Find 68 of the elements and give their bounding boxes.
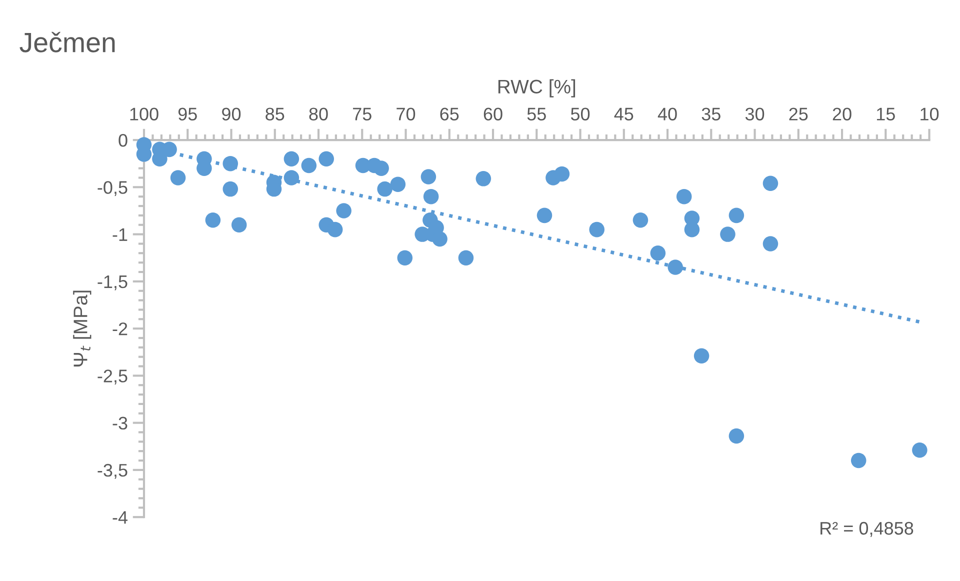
point bbox=[327, 222, 343, 238]
point bbox=[762, 176, 778, 192]
y-tick-label: -2,5 bbox=[98, 370, 128, 385]
point bbox=[728, 208, 744, 224]
x-tick-label: 45 bbox=[614, 108, 634, 120]
y-axis-title: Ψ$_{t}$ [MPa] bbox=[73, 290, 92, 366]
x-tick-label: 60 bbox=[484, 108, 502, 120]
point bbox=[650, 246, 666, 261]
point bbox=[476, 171, 492, 186]
x-tick-label: 80 bbox=[309, 108, 328, 120]
point bbox=[374, 160, 389, 176]
point bbox=[536, 208, 552, 224]
point bbox=[170, 170, 186, 186]
x-tick-label: 40 bbox=[658, 108, 677, 120]
y-tick-label: -1,5 bbox=[98, 276, 128, 290]
point bbox=[336, 203, 352, 218]
point bbox=[284, 170, 300, 186]
x-tick-label: 25 bbox=[789, 108, 808, 120]
point bbox=[668, 260, 684, 275]
point bbox=[728, 428, 744, 444]
x-tick-label: 10 bbox=[920, 108, 939, 120]
chart-title: Ječmen bbox=[20, 32, 115, 52]
x-tick-label: 65 bbox=[440, 108, 459, 120]
point bbox=[589, 222, 604, 238]
point bbox=[432, 231, 448, 247]
point bbox=[684, 222, 700, 238]
point bbox=[676, 188, 692, 204]
point bbox=[423, 188, 439, 204]
x-tick-label: 75 bbox=[353, 108, 372, 120]
x-tick-label: 95 bbox=[178, 108, 197, 120]
y-tick-label: -0,5 bbox=[98, 181, 128, 196]
point bbox=[762, 236, 778, 252]
x-tick-label: 30 bbox=[745, 108, 764, 120]
x-tick-label: 70 bbox=[396, 108, 416, 120]
point bbox=[850, 452, 866, 468]
x-tick-label: 85 bbox=[266, 108, 284, 120]
y-tick-label: -4 bbox=[112, 511, 128, 524]
point bbox=[912, 442, 928, 458]
point bbox=[318, 151, 334, 167]
y-tick-label: -2 bbox=[112, 322, 128, 336]
x-tick-label: 90 bbox=[222, 108, 241, 120]
point bbox=[222, 181, 238, 197]
point bbox=[301, 158, 317, 174]
point bbox=[231, 217, 247, 232]
y-tick-label: -3,5 bbox=[98, 464, 128, 479]
x-tick-label: 35 bbox=[702, 108, 720, 120]
point bbox=[420, 169, 436, 184]
point bbox=[284, 151, 300, 167]
text: R² = 0,4858 bbox=[820, 522, 914, 537]
x-tick-label: 100 bbox=[130, 108, 158, 120]
y-tick-label: -3 bbox=[112, 416, 128, 430]
point bbox=[694, 348, 710, 364]
x-tick-label: 55 bbox=[527, 108, 546, 120]
point bbox=[458, 250, 474, 266]
point bbox=[397, 250, 413, 266]
x-tick-label: 15 bbox=[876, 108, 895, 120]
point bbox=[554, 166, 570, 182]
point bbox=[222, 156, 238, 172]
point bbox=[632, 212, 648, 228]
x-tick-label: 20 bbox=[832, 108, 852, 120]
point bbox=[390, 176, 406, 192]
x-axis-title: RWC [%] bbox=[498, 79, 576, 98]
point bbox=[720, 226, 736, 242]
point bbox=[205, 212, 221, 228]
point bbox=[377, 181, 392, 197]
y-tick-label: 0 bbox=[118, 134, 128, 147]
y-tick-label: -1 bbox=[112, 228, 128, 241]
x-tick-label: 50 bbox=[570, 108, 590, 120]
